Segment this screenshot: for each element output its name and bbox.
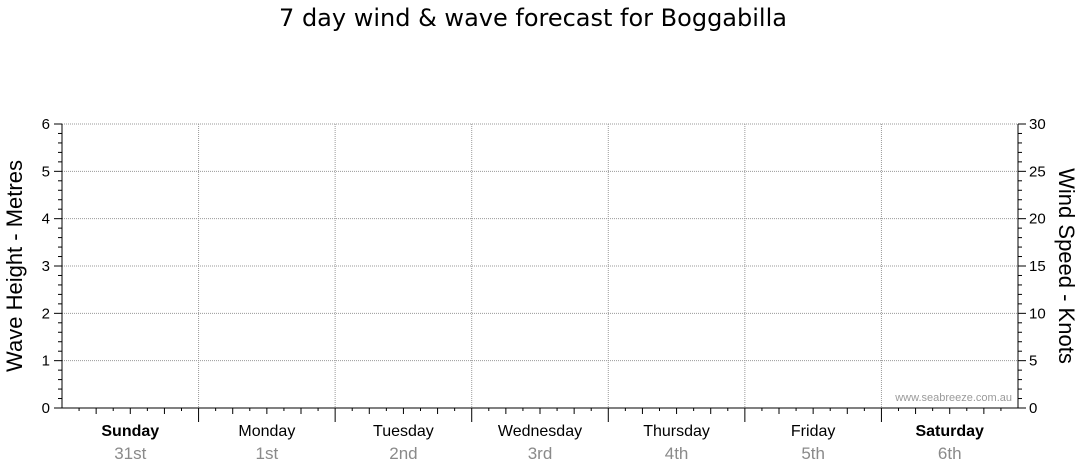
chart-title: 7 day wind & wave forecast for Boggabill…: [279, 4, 787, 32]
y-right-axis-title: Wind Speed - Knots: [1054, 168, 1079, 364]
y-left-tick-label: 5: [42, 163, 50, 180]
y-left-tick-label: 1: [42, 353, 50, 370]
y-left-tick-label: 3: [42, 258, 50, 275]
y-left-tick-label: 6: [42, 116, 50, 133]
y-right-tick-label: 15: [1029, 258, 1046, 275]
date-label: 5th: [801, 444, 825, 463]
date-label: 2nd: [389, 444, 417, 463]
date-label: 31st: [114, 444, 146, 463]
chart-axes: [54, 123, 1026, 422]
y-right-tick-label: 0: [1029, 400, 1037, 417]
y-right-tick-label: 25: [1029, 163, 1046, 180]
day-label: Monday: [238, 423, 295, 440]
day-label: Sunday: [101, 423, 159, 440]
y-right-tick-label: 30: [1029, 116, 1046, 133]
y-right-tick-label: 5: [1029, 353, 1037, 370]
day-label: Thursday: [643, 423, 710, 440]
y-left-axis-title: Wave Height - Metres: [2, 160, 27, 372]
y-left-tick-label: 4: [42, 211, 50, 228]
y-left-tick-label: 0: [42, 400, 50, 417]
grid-lines: [62, 123, 1018, 408]
day-label: Friday: [791, 423, 835, 440]
y-left-tick-label: 2: [42, 305, 50, 322]
day-label: Tuesday: [373, 423, 434, 440]
day-label: Saturday: [915, 423, 984, 440]
date-label: 3rd: [528, 444, 553, 463]
date-label: 4th: [665, 444, 689, 463]
y-right-tick-label: 10: [1029, 305, 1046, 322]
day-label: Wednesday: [498, 423, 582, 440]
watermark-text: www.seabreeze.com.au: [894, 392, 1012, 404]
chart-labels: 0 01 52 103 154 205 256 30Sunday31stMonday1stTu…: [2, 116, 1079, 463]
date-label: 1st: [256, 444, 279, 463]
date-label: 6th: [938, 444, 962, 463]
y-right-tick-label: 20: [1029, 211, 1046, 228]
